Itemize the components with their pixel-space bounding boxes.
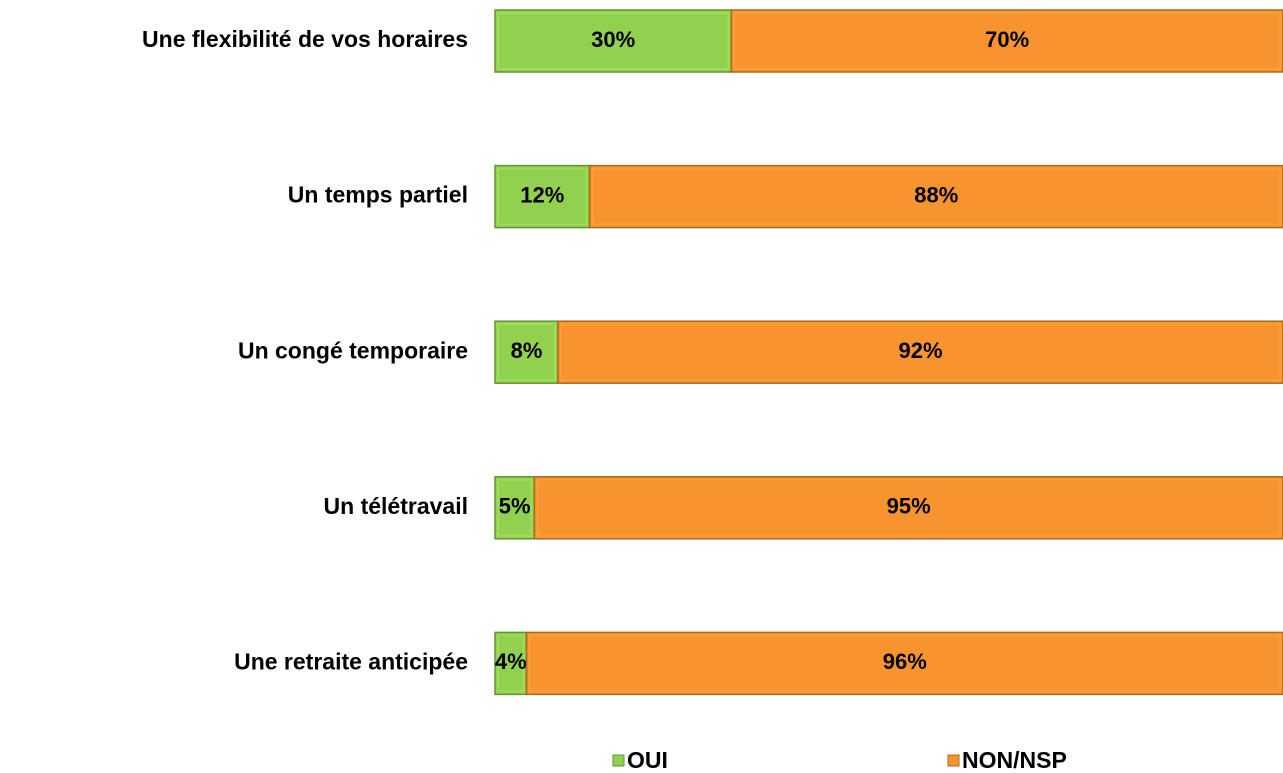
- category-label: Un congé temporaire: [238, 337, 468, 363]
- data-label: 12%: [520, 182, 564, 207]
- legend-swatch: [947, 754, 960, 767]
- category-label: Une flexibilité de vos horaires: [142, 26, 468, 52]
- bar-segment: [494, 9, 733, 73]
- bar-segment: [494, 320, 559, 384]
- bar-segment: [730, 9, 1283, 73]
- data-label: 5%: [499, 494, 531, 519]
- bar-segment: [533, 476, 1283, 540]
- bar-bevel: [497, 323, 557, 382]
- data-label: 8%: [511, 338, 543, 363]
- bar-bevel: [497, 12, 730, 70]
- data-label: 70%: [985, 27, 1029, 52]
- data-label: 30%: [591, 27, 635, 52]
- bar-segment: [557, 320, 1283, 384]
- bar-bevel: [497, 478, 533, 537]
- bar-segment: [494, 164, 591, 229]
- bar-bevel: [733, 12, 1281, 70]
- data-label: 96%: [883, 649, 927, 674]
- data-label: 4%: [495, 649, 527, 674]
- bar-segment: [588, 164, 1283, 229]
- legend-label: NON/NSP: [962, 747, 1067, 773]
- data-label: 88%: [914, 182, 958, 207]
- legend-swatch: [612, 754, 625, 767]
- category-label: Une retraite anticipée: [234, 648, 468, 674]
- bar-bevel: [528, 634, 1281, 693]
- data-label: 95%: [887, 494, 931, 519]
- bar-segment: [525, 631, 1283, 696]
- category-label: Un télétravail: [324, 493, 468, 519]
- category-label: Un temps partiel: [288, 182, 468, 208]
- bar-bevel: [560, 323, 1281, 382]
- bar-bevel: [591, 167, 1281, 226]
- bar-bevel: [497, 167, 588, 226]
- legend-label: OUI: [627, 747, 668, 773]
- data-label: 92%: [898, 338, 942, 363]
- bar-bevel: [497, 634, 525, 693]
- bar-bevel: [536, 478, 1281, 537]
